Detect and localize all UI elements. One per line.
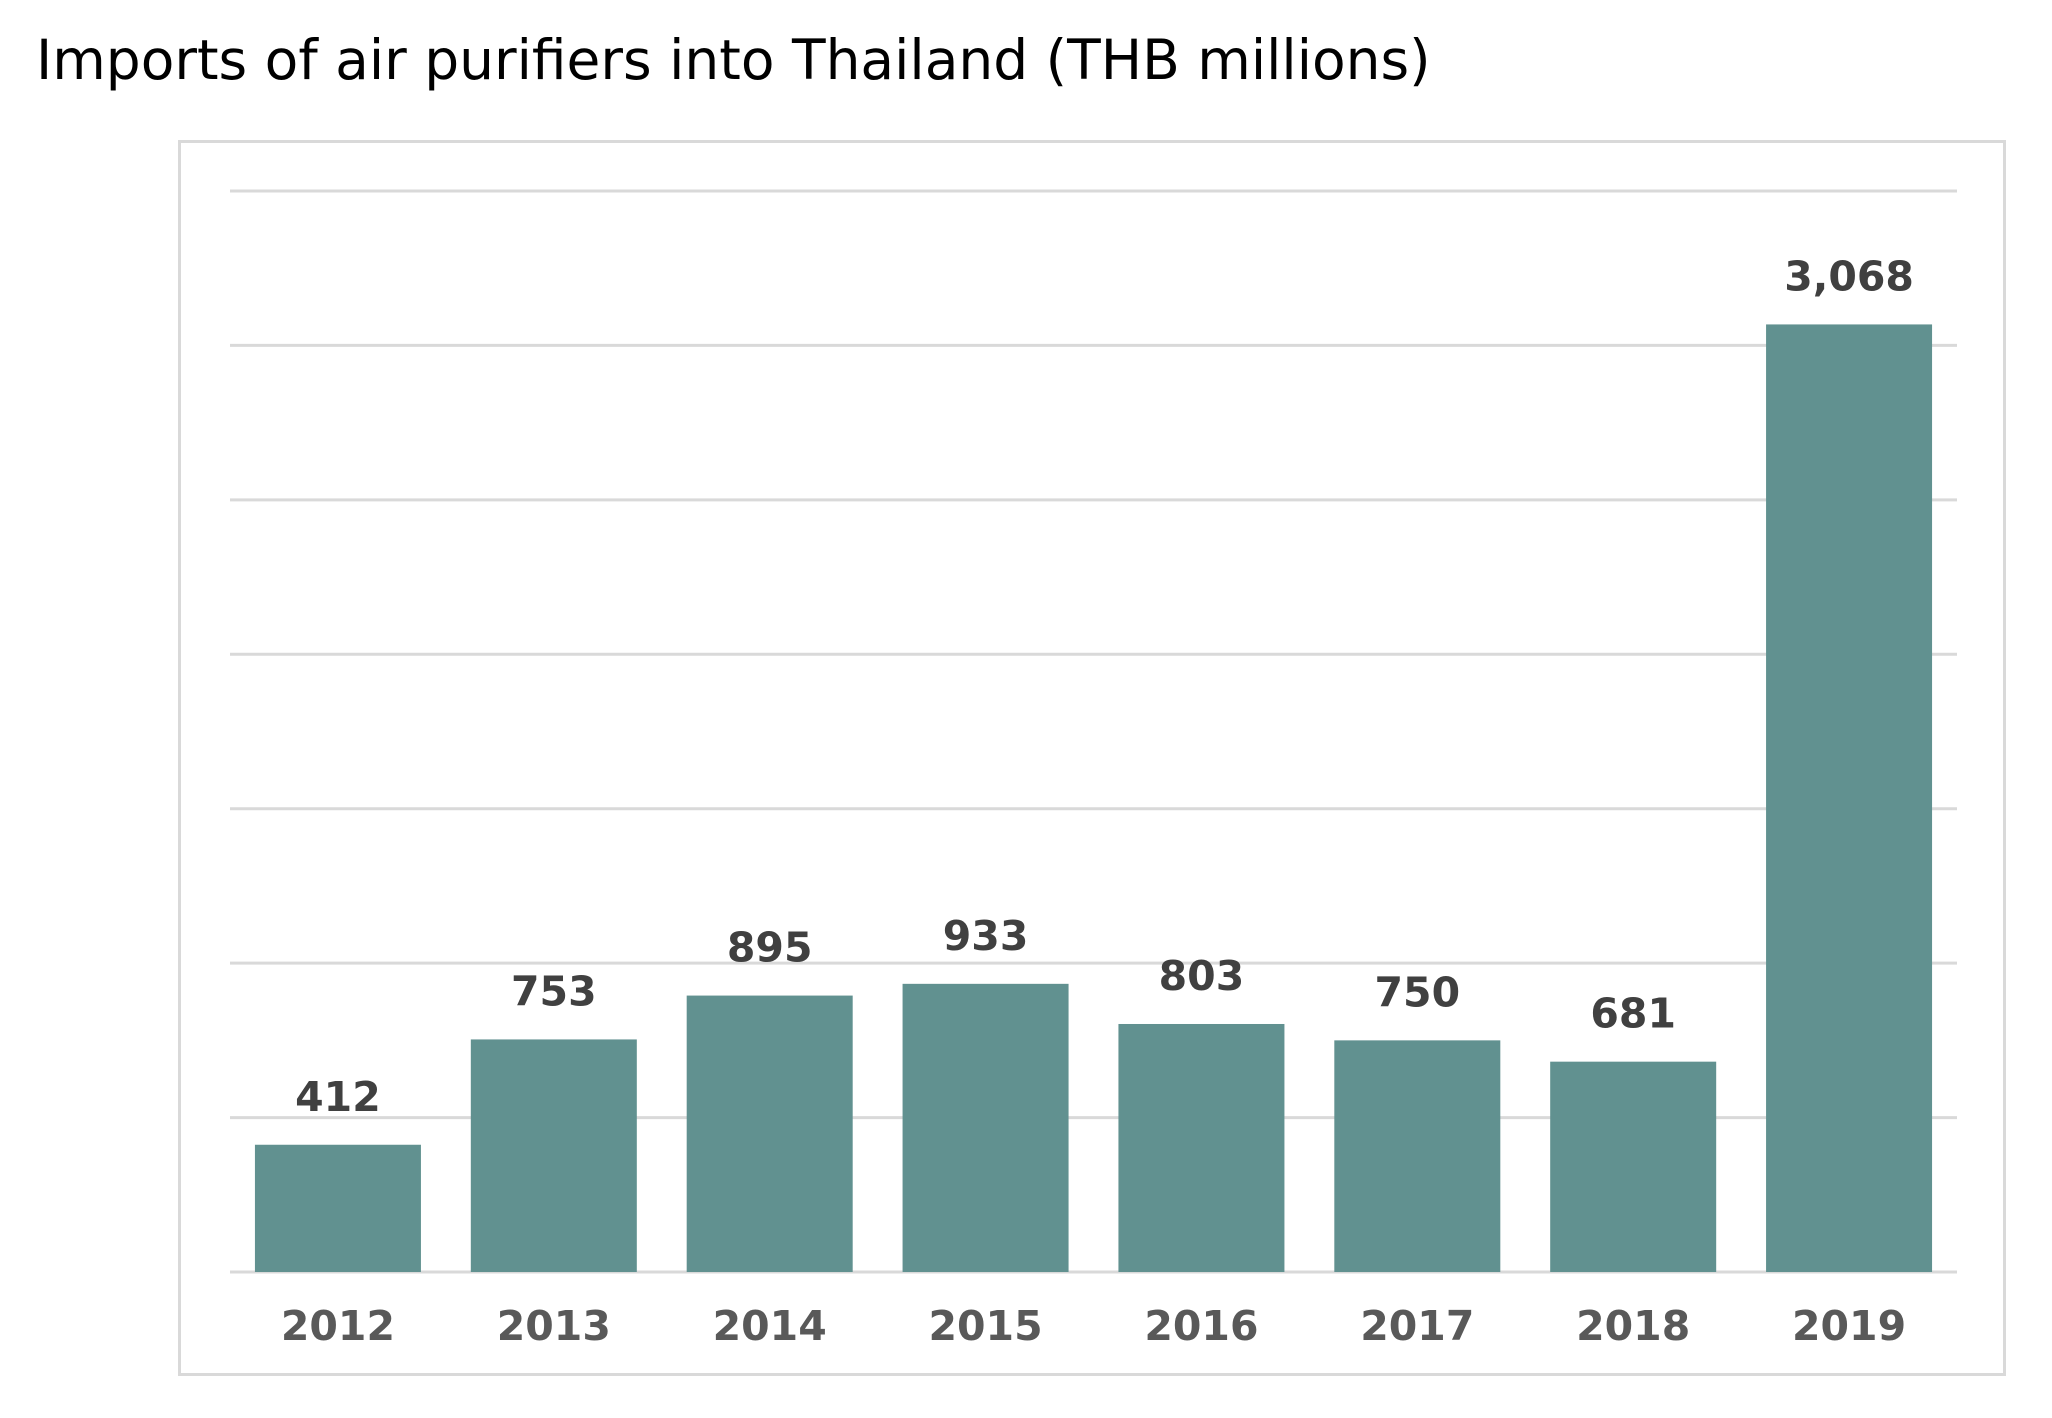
chart-title: Imports of air purifiers into Thailand (… bbox=[36, 28, 1431, 92]
data-label-2012: 412 bbox=[295, 1073, 381, 1121]
x-axis-tick-labels: 2012 2013 2014 2015 2016 2017 2018 2019 bbox=[281, 1302, 1906, 1350]
data-label-2019: 3,068 bbox=[1784, 252, 1914, 300]
bar-2015 bbox=[902, 983, 1069, 1272]
x-tick-label-2015: 2015 bbox=[929, 1302, 1043, 1350]
data-label-2013: 753 bbox=[511, 967, 597, 1015]
x-tick-label-2017: 2017 bbox=[1360, 1302, 1474, 1350]
x-tick-label-2013: 2013 bbox=[497, 1302, 611, 1350]
x-tick-label-2012: 2012 bbox=[281, 1302, 395, 1350]
bar-2018 bbox=[1550, 1061, 1717, 1272]
data-label-2018: 681 bbox=[1590, 990, 1676, 1038]
bar-2017 bbox=[1334, 1040, 1501, 1272]
data-label-2015: 933 bbox=[943, 912, 1029, 960]
x-tick-label-2014: 2014 bbox=[713, 1302, 827, 1350]
bar-2016 bbox=[1118, 1023, 1285, 1272]
x-tick-label-2018: 2018 bbox=[1576, 1302, 1690, 1350]
bar-2013 bbox=[470, 1039, 637, 1272]
bar-2014 bbox=[686, 995, 853, 1272]
x-tick-label-2016: 2016 bbox=[1144, 1302, 1258, 1350]
bar-2012 bbox=[254, 1144, 421, 1272]
bars bbox=[254, 324, 1933, 1273]
chart-frame bbox=[178, 140, 2006, 1376]
x-tick-label-2019: 2019 bbox=[1792, 1302, 1906, 1350]
data-label-2014: 895 bbox=[727, 924, 813, 972]
data-label-2016: 803 bbox=[1159, 952, 1245, 1000]
data-label-2017: 750 bbox=[1375, 968, 1461, 1016]
data-labels: 412 753 895 933 803 750 681 3,068 bbox=[295, 252, 1914, 1120]
bar-2019 bbox=[1766, 324, 1933, 1273]
